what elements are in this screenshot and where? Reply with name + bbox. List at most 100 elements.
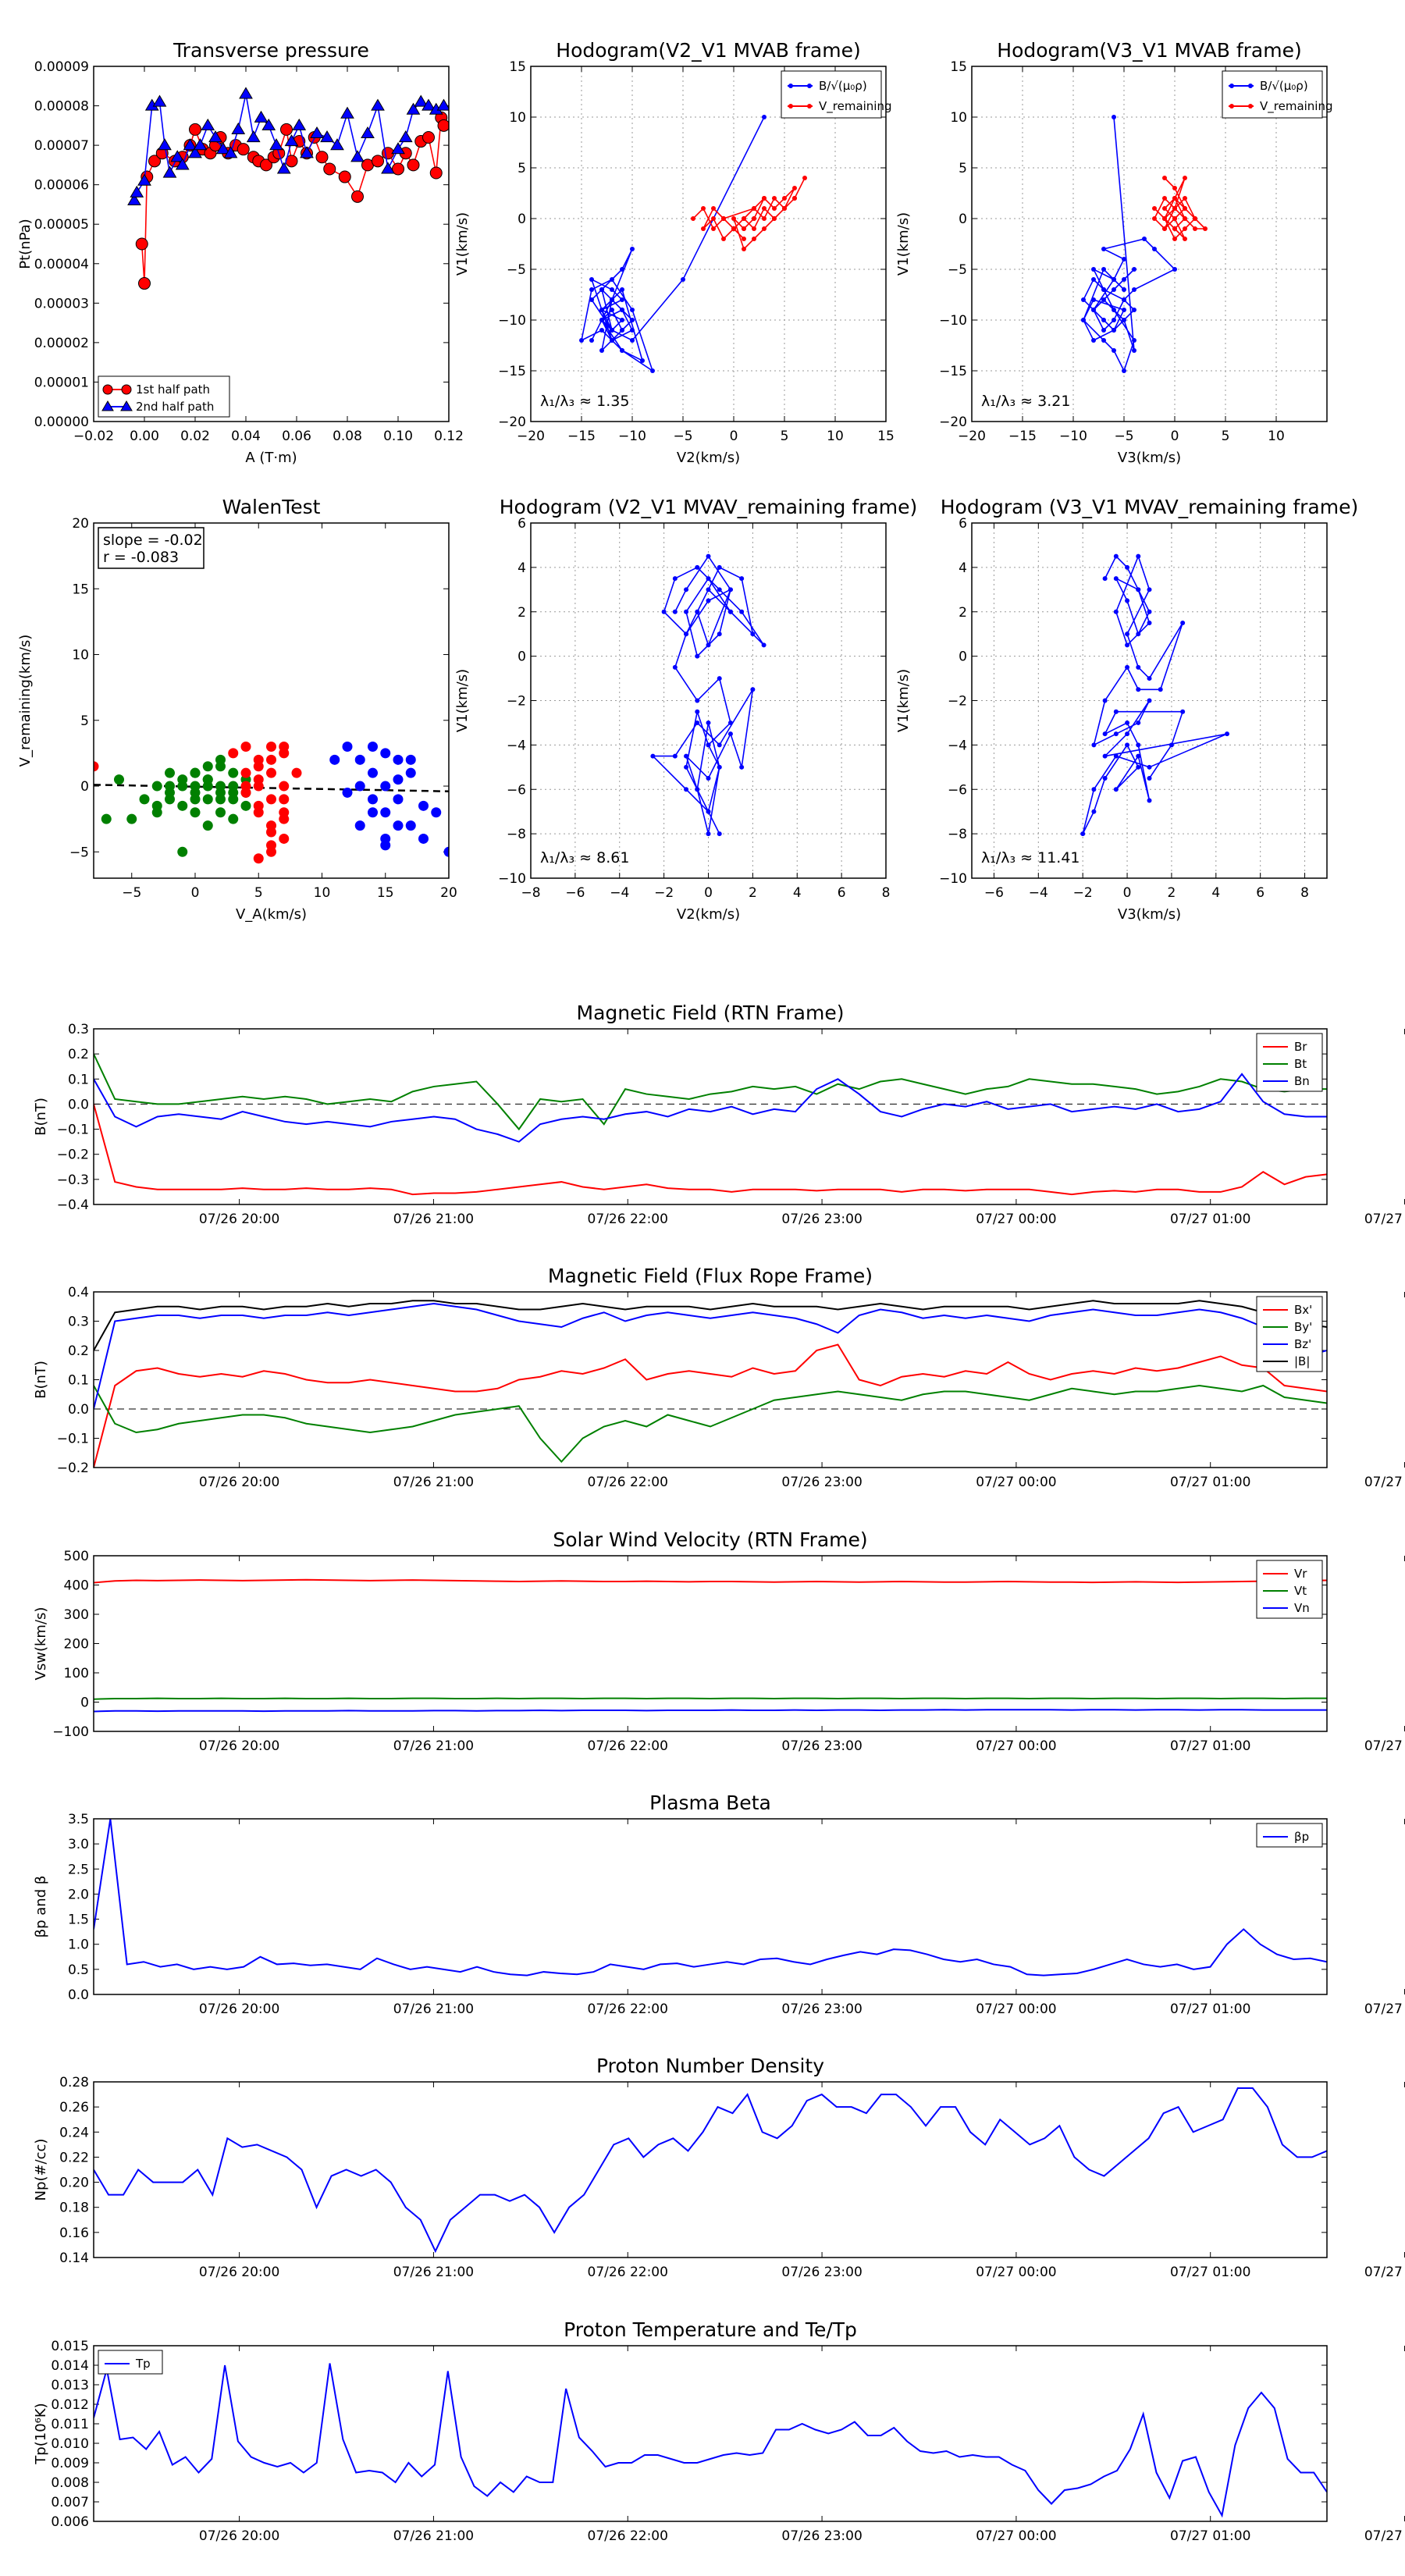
data-point	[254, 110, 269, 123]
data-point	[228, 748, 239, 759]
x-axis-label: V_A(km/s)	[236, 906, 307, 923]
data-point	[762, 196, 767, 201]
data-point	[711, 206, 716, 211]
plot-area	[94, 1053, 1327, 1196]
data-point	[706, 742, 711, 748]
data-point	[1152, 247, 1157, 251]
y-axis-label: V1(km/s)	[454, 212, 471, 276]
hodogram-v3-v1-mvav-panel: Hodogram (V3_V1 MVAV_remaining frame) −10…	[895, 496, 1358, 923]
y-tick-label: 0	[80, 1695, 89, 1711]
x-tick-label: −10	[618, 429, 646, 444]
x-axis-label: V3(km/s)	[1118, 906, 1181, 923]
data-point	[610, 277, 614, 282]
y-axis-label: B(nT)	[33, 1098, 49, 1136]
data-point	[1136, 687, 1141, 692]
data-point	[672, 576, 678, 582]
data-point	[1193, 226, 1197, 231]
plot-area	[127, 87, 449, 290]
x-tick-label: 0	[704, 885, 713, 901]
y-axis-label: βp and β	[33, 1876, 49, 1938]
data-point	[1203, 226, 1208, 231]
legend-marker	[121, 384, 132, 395]
data-point	[1183, 216, 1187, 221]
plot-frame	[93, 66, 450, 422]
data-point	[253, 853, 264, 864]
proton-temperature-panel: Proton Temperature and Te/Tp 0.006 0.007 0.…	[33, 2318, 1405, 2544]
y-tick-label: −0.3	[57, 1172, 89, 1188]
data-point	[599, 318, 604, 322]
legend: Br Bt Bn	[1256, 1033, 1323, 1092]
chart-title: Hodogram (V3_V1 MVAV_remaining frame)	[941, 496, 1359, 518]
data-point	[620, 267, 624, 272]
data-point	[672, 753, 678, 759]
data-point	[1136, 753, 1141, 759]
solar-wind-velocity-panel: Solar Wind Velocity (RTN Frame) −100 0 100 2…	[33, 1528, 1405, 1754]
x-tick-label: −4	[610, 885, 629, 901]
data-point	[372, 155, 384, 168]
data-point	[589, 277, 594, 282]
transverse-pressure-panel: Transverse pressure 0.00000 0.00001 0.00002…	[17, 39, 464, 466]
x-tick-label: 07/26 22:00	[588, 2528, 668, 2544]
y-tick-label: 4	[518, 560, 526, 576]
x-tick-label: 07/26 23:00	[781, 2265, 862, 2280]
y-tick-label: 400	[64, 1578, 89, 1594]
data-point	[138, 277, 151, 290]
x-tick-label: −0.02	[73, 429, 114, 444]
series-0-line	[1083, 116, 1176, 373]
y-tick-label: −6	[507, 782, 526, 798]
x-tick-label: 6	[1256, 885, 1264, 901]
data-point	[1132, 338, 1136, 343]
data-point	[139, 794, 150, 805]
data-point	[706, 776, 711, 781]
legend-box	[1256, 1823, 1323, 1848]
data-point	[1183, 237, 1187, 241]
data-point	[1147, 609, 1152, 614]
walen-test-panel: WalenTest −5 0 5 10 15 20 −5 0 5 10 15 20 V_A(km/s) V_…	[17, 496, 457, 923]
x-tick-label: 07/26 22:00	[588, 1738, 668, 1754]
y-axis-label: Pt(nPa)	[17, 219, 34, 269]
plot-area	[650, 553, 767, 837]
x-tick-label: 10	[1268, 429, 1285, 444]
x-tick-label: 8	[882, 885, 891, 901]
chart-title: Magnetic Field (RTN Frame)	[577, 1002, 845, 1024]
y-tick-label: 0.3	[68, 1022, 89, 1037]
data-point	[752, 216, 756, 221]
legend: B/√(μ₀ρ) V_remaining	[781, 70, 892, 119]
x-tick-label: −2	[1073, 885, 1093, 901]
data-point	[1152, 206, 1157, 211]
data-point	[239, 87, 253, 99]
data-point	[1112, 328, 1116, 333]
y-tick-label: 0	[80, 779, 89, 795]
data-point	[1172, 267, 1177, 272]
data-point	[1132, 308, 1136, 312]
data-point	[300, 146, 314, 158]
data-point	[650, 368, 655, 373]
data-point	[393, 820, 404, 831]
y-tick-label: −8	[507, 827, 526, 842]
data-point	[284, 134, 299, 147]
data-point	[276, 162, 291, 174]
data-point	[1225, 731, 1230, 737]
annotation-frame	[98, 527, 205, 569]
y-tick-label: 0.24	[59, 2125, 89, 2140]
x-tick-label: 07/27 02:00	[1364, 2528, 1405, 2544]
x-tick-label: 6	[838, 885, 846, 901]
data-point	[158, 138, 172, 151]
data-point	[414, 94, 429, 107]
x-tick-label: 15	[877, 429, 895, 444]
data-point	[1113, 609, 1119, 614]
legend: Vr Vt Vn	[1256, 1560, 1323, 1619]
data-point	[418, 800, 429, 811]
data-point	[701, 226, 706, 231]
y-tick-label: 0.00008	[34, 99, 89, 115]
data-point	[772, 206, 777, 211]
data-point	[1122, 368, 1126, 373]
data-point	[228, 767, 239, 778]
data-point	[589, 287, 594, 292]
data-point	[361, 126, 375, 139]
legend-label: Bx'	[1294, 1303, 1312, 1317]
legend-label: |B|	[1294, 1354, 1310, 1368]
data-point	[1147, 776, 1152, 781]
y-tick-label: 0.00004	[34, 257, 89, 272]
data-point	[1101, 318, 1106, 322]
